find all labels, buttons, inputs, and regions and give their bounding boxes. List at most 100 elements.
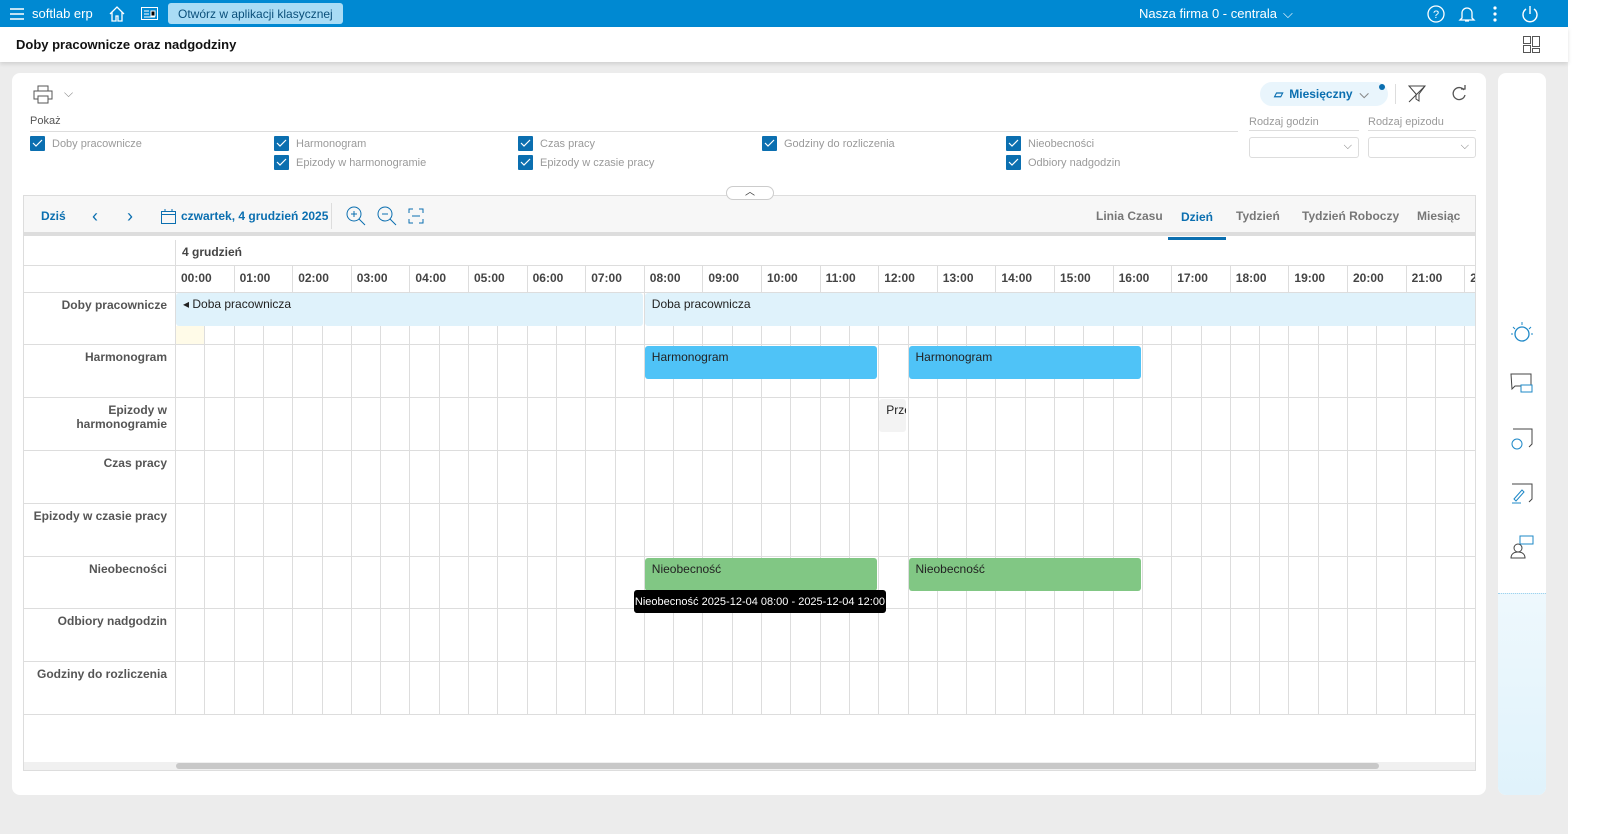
- more-icon[interactable]: [1493, 0, 1497, 27]
- checkbox-checked-icon[interactable]: [1006, 155, 1021, 170]
- tab-work-week[interactable]: Tydzień Roboczy: [1302, 209, 1400, 223]
- checkbox-checked-icon[interactable]: [518, 136, 533, 151]
- power-icon[interactable]: [1521, 0, 1539, 27]
- checkbox-filter[interactable]: Godziny do rozliczenia: [762, 136, 895, 151]
- scheduler-toolbar: Dziś ‹ › czwartek, 4 grudzień 2025 Linia…: [24, 196, 1475, 240]
- hour-label: 16:00: [1118, 271, 1150, 285]
- app-name[interactable]: softlab erp: [32, 6, 93, 21]
- next-button[interactable]: ›: [127, 205, 133, 226]
- home-icon[interactable]: [108, 0, 126, 27]
- event-block[interactable]: Nieobecność: [644, 558, 878, 591]
- hour-label: 05:00: [474, 271, 505, 285]
- checkbox-filter[interactable]: Czas pracy: [518, 136, 595, 151]
- hour-label: 14:00: [1001, 271, 1033, 285]
- news-icon[interactable]: [141, 0, 158, 27]
- menu-icon[interactable]: [10, 0, 24, 27]
- checkbox-filter[interactable]: Odbiory nadgodzin: [1006, 155, 1120, 170]
- refresh-icon[interactable]: [1451, 85, 1467, 105]
- checkbox-filter[interactable]: Harmonogram: [274, 136, 366, 151]
- tab-month[interactable]: Miesiąc: [1417, 209, 1461, 223]
- grid-line: [1229, 265, 1231, 292]
- hour-label: 00:00: [181, 271, 212, 285]
- hour-label: 09:00: [708, 271, 740, 285]
- chat-icon[interactable]: [1510, 373, 1534, 397]
- checkbox-checked-icon[interactable]: [274, 155, 289, 170]
- checkbox-filter[interactable]: Epizody w harmonogramie: [274, 155, 426, 170]
- checkbox-checked-icon[interactable]: [762, 136, 777, 151]
- prev-button[interactable]: ‹: [92, 205, 98, 226]
- event-block[interactable]: Doba pracownicza: [644, 293, 1475, 326]
- grid-line: [292, 265, 294, 292]
- tab-timeline[interactable]: Linia Czasu: [1096, 209, 1163, 223]
- event-block[interactable]: Harmonogram: [908, 346, 1141, 379]
- view-selector-value: Miesięczny: [1289, 87, 1353, 101]
- row-label: Godziny do rozliczenia: [36, 667, 167, 681]
- event-block[interactable]: Przerwa: [879, 399, 907, 432]
- horizontal-scrollbar[interactable]: [24, 762, 1475, 770]
- episode-type-select[interactable]: ⌵: [1368, 137, 1476, 158]
- checkbox-checked-icon[interactable]: [518, 155, 533, 170]
- hour-label: 06:00: [532, 271, 564, 285]
- checkbox-checked-icon[interactable]: [30, 136, 45, 151]
- date-picker[interactable]: czwartek, 4 grudzień 2025: [161, 196, 328, 236]
- checkbox-filter[interactable]: Epizody w czasie pracy: [518, 155, 654, 170]
- support-chat-icon[interactable]: [1510, 535, 1534, 559]
- event-block[interactable]: ◂ Doba pracownicza: [176, 293, 643, 326]
- grid-line: [761, 265, 762, 292]
- help-chat-icon[interactable]: [1510, 428, 1534, 452]
- grid-line: [1464, 265, 1466, 292]
- collapse-filters-button[interactable]: ︿: [726, 186, 774, 200]
- checkbox-filter[interactable]: Doby pracownicze: [30, 136, 142, 151]
- checkbox-label: Czas pracy: [540, 137, 596, 150]
- lightbulb-icon[interactable]: [1510, 321, 1534, 345]
- hour-label: 18:00: [1235, 271, 1267, 285]
- chevron-down-icon: ⌵: [1460, 140, 1469, 152]
- company-selector[interactable]: Nasza firma 0 - centrala ⌵: [1139, 0, 1293, 27]
- grid-line: [585, 265, 587, 292]
- hour-label: 04:00: [415, 271, 447, 285]
- top-bar: softlab erp Otwórz w aplikacji klasyczne…: [0, 0, 1568, 27]
- today-button[interactable]: Dziś: [41, 209, 66, 223]
- indicator-dot: [1379, 84, 1385, 90]
- grid-line: [702, 265, 704, 292]
- filter-clear-icon[interactable]: [1407, 85, 1426, 106]
- bell-icon[interactable]: [1458, 0, 1476, 27]
- event-block[interactable]: Harmonogram: [644, 346, 878, 379]
- print-dropdown-icon[interactable]: ⌵: [64, 86, 74, 100]
- layout-icon[interactable]: [1523, 36, 1540, 56]
- checkbox-label: Epizody w czasie pracy: [540, 156, 655, 169]
- hour-label: 07:00: [591, 271, 622, 285]
- tab-day[interactable]: Dzień: [1168, 196, 1227, 240]
- grid-line: [995, 265, 997, 292]
- checkbox-filter[interactable]: Nieobecności: [1006, 136, 1094, 151]
- hour-label: 20:00: [1353, 271, 1384, 285]
- current-slot-highlight: [176, 326, 204, 344]
- event-block[interactable]: Nieobecność: [908, 558, 1141, 591]
- hour-label: 12:00: [884, 271, 915, 285]
- grid-line: [1347, 265, 1348, 292]
- print-icon[interactable]: [33, 85, 53, 107]
- day-header: 4 grudzień: [182, 245, 243, 259]
- row-label: Czas pracy: [103, 456, 167, 470]
- fit-icon[interactable]: [408, 196, 424, 236]
- scrollbar-thumb[interactable]: [176, 763, 1379, 769]
- tab-week[interactable]: Tydzień: [1236, 209, 1280, 223]
- divider: [1395, 84, 1396, 104]
- view-selector[interactable]: ▱ Miesięczny ⌵: [1260, 82, 1388, 106]
- hours-type-select[interactable]: ⌵: [1249, 137, 1359, 158]
- feedback-edit-icon[interactable]: [1510, 483, 1534, 507]
- grid-line: [1112, 265, 1114, 292]
- grid-line: [175, 265, 176, 292]
- divider: [331, 203, 332, 229]
- checkbox-checked-icon[interactable]: [1006, 136, 1021, 151]
- zoom-out-icon[interactable]: [377, 196, 397, 236]
- checkbox-label: Harmonogram: [296, 137, 367, 150]
- open-classic-button[interactable]: Otwórz w aplikacji klasycznej: [168, 3, 343, 24]
- checkbox-checked-icon[interactable]: [274, 136, 289, 151]
- grid-line: [233, 265, 235, 292]
- zoom-in-icon[interactable]: [346, 196, 366, 236]
- calendar-icon: [161, 208, 176, 224]
- help-icon[interactable]: ?: [1427, 0, 1445, 27]
- row-label: Nieobecności: [88, 562, 167, 576]
- show-label: Pokaż: [30, 115, 61, 127]
